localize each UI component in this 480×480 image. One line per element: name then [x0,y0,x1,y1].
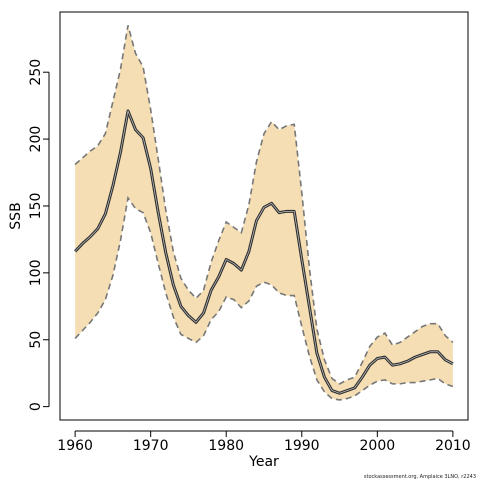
y-tick-label: 50 [28,331,44,349]
ssb-estimate-line-core [74,110,454,394]
x-axis-title: Year [248,454,279,470]
confidence-band [75,25,453,400]
upper-bound-line [74,25,454,385]
plot-frame [59,11,469,421]
x-tick-label: 2000 [360,438,396,454]
ssb-line-layer [74,109,454,395]
x-tick-label: 1960 [57,438,93,454]
source-footnote: stockassessment.org, Amplaice 3LNO, r224… [364,474,476,480]
y-tick-label: 150 [28,193,44,220]
x-axis: 1960 1970 1980 1990 2000 2010 [57,430,471,454]
x-tick-label: 2010 [435,438,471,454]
y-axis: 0 50 100 150 200 250 [28,59,50,411]
y-tick-label: 0 [28,402,44,411]
y-tick-label: 100 [28,259,44,286]
y-tick-label: 250 [28,59,44,86]
x-tick-label: 1980 [208,438,244,454]
x-tick-label: 1990 [284,438,320,454]
y-tick-label: 200 [28,126,44,153]
y-axis-title: SSB [8,202,24,229]
x-tick-label: 1970 [133,438,169,454]
confidence-band-layer [74,25,454,401]
